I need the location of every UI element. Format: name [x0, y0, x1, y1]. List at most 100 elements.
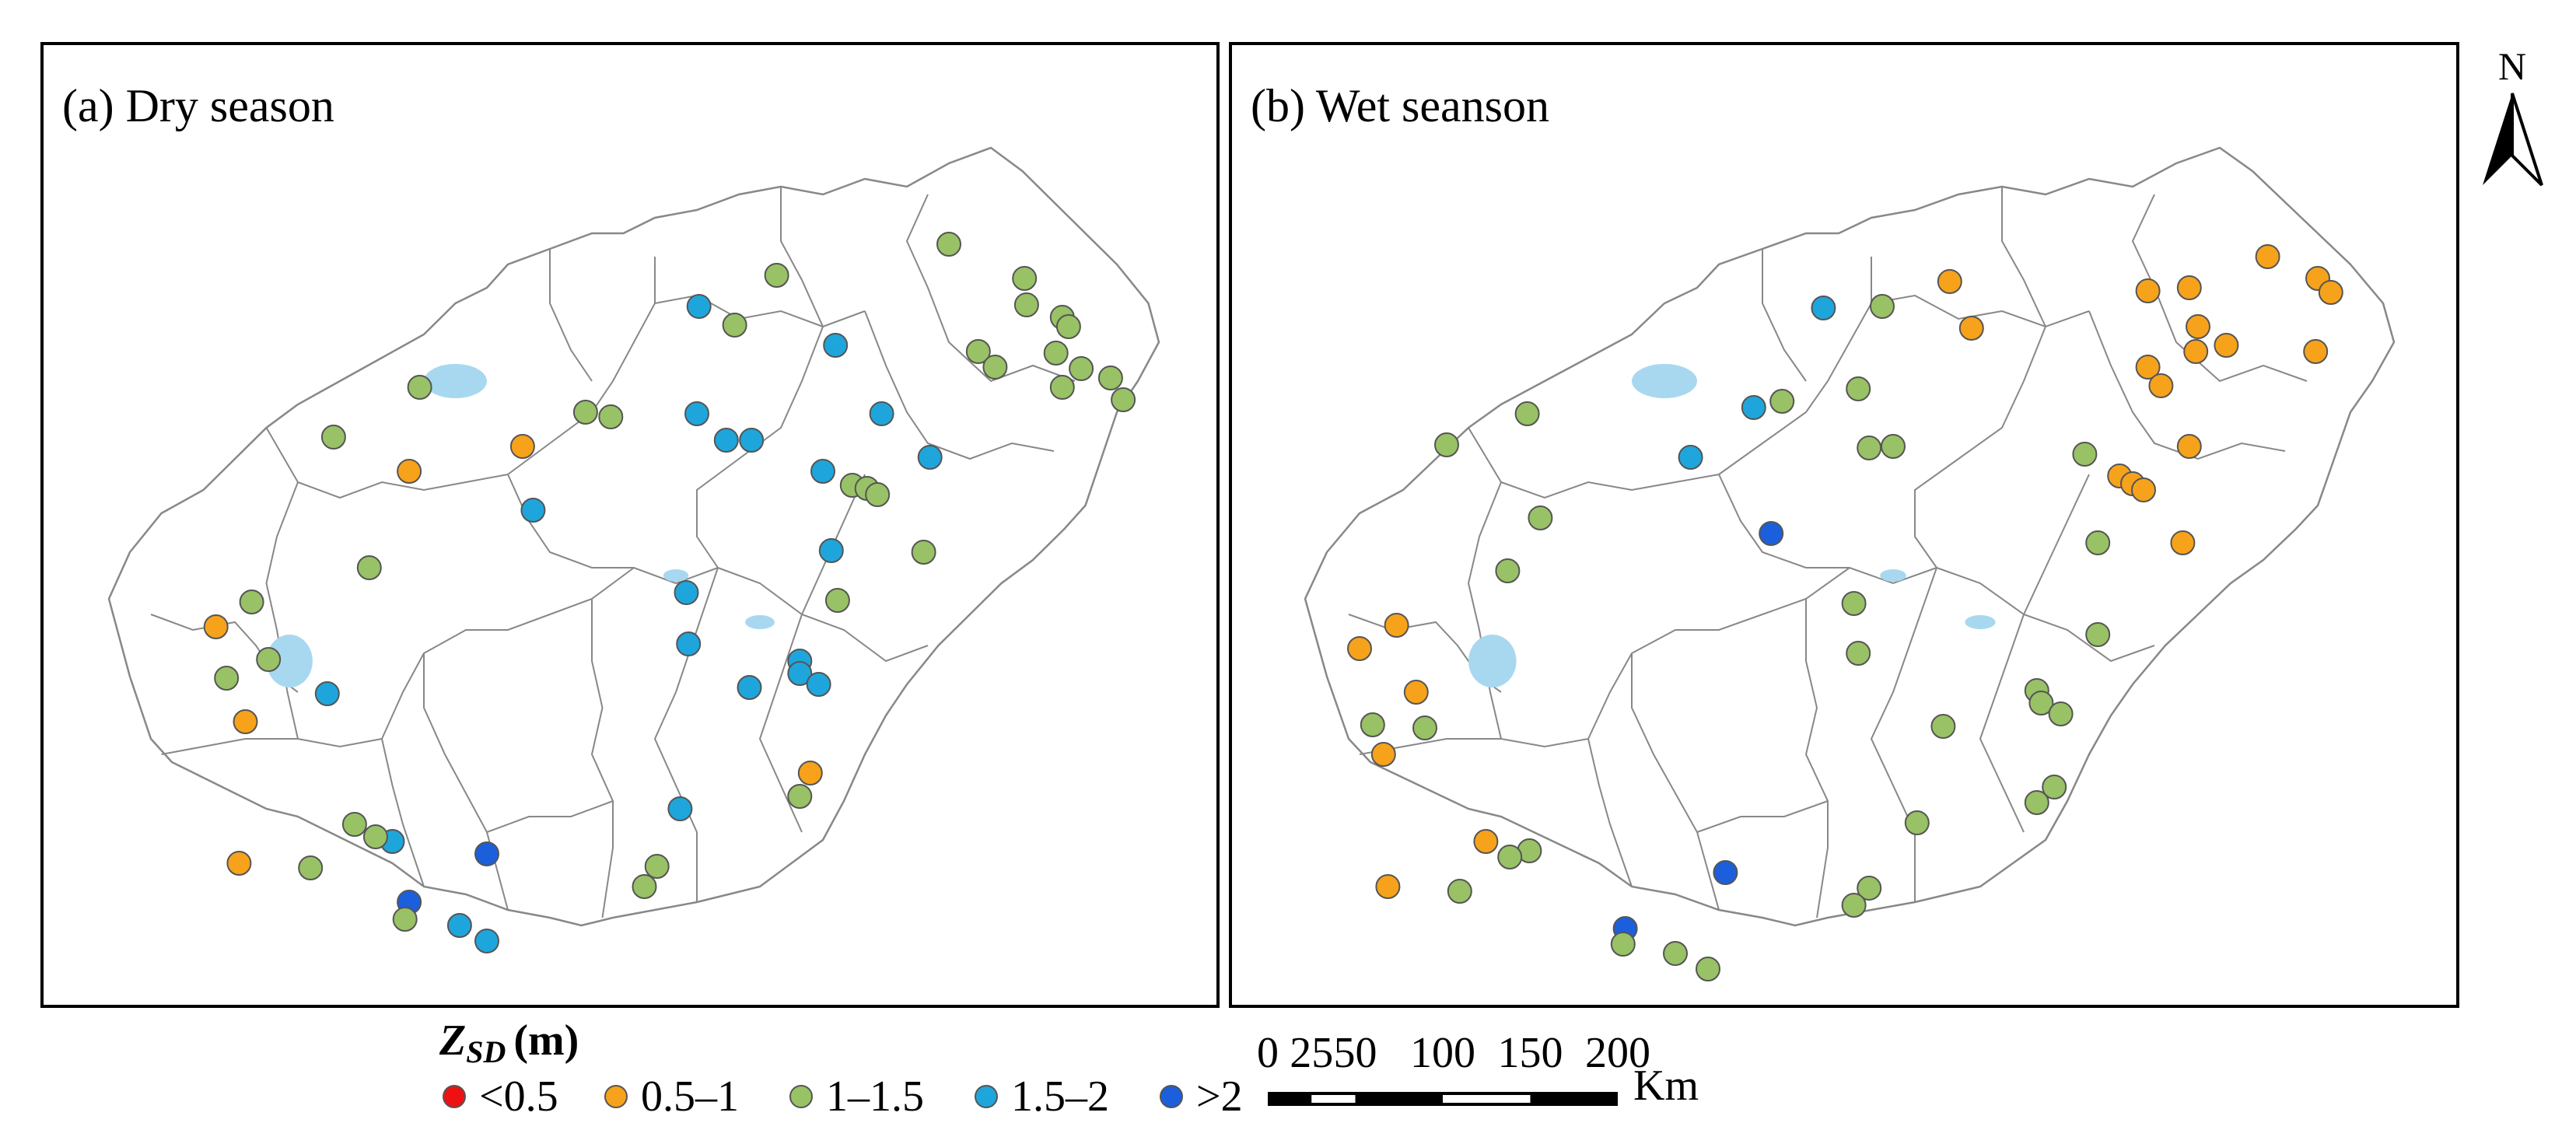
sampling-point: [1857, 876, 1882, 901]
sampling-point: [392, 907, 418, 932]
island-outline: [1304, 146, 2396, 927]
sampling-point: [1473, 829, 1499, 854]
legend-label: 1–1.5: [826, 1072, 924, 1121]
sampling-point: [572, 400, 598, 425]
legend-title-subscript: SD: [466, 1034, 506, 1069]
sampling-point: [1678, 445, 1703, 470]
county-boundary: [1804, 599, 1829, 918]
sampling-point: [233, 709, 258, 734]
county-boundary: [1871, 294, 2090, 328]
scale-bar-unit: Km: [1633, 1062, 1699, 1110]
sampling-point: [2176, 275, 2202, 300]
county-boundary: [381, 567, 635, 740]
island-outline: [107, 146, 1160, 927]
sampling-point: [1528, 506, 1553, 530]
north-arrow-left-half: [2483, 93, 2512, 185]
legend-label: 1.5–2: [1011, 1072, 1109, 1121]
sampling-point: [644, 854, 670, 879]
sampling-point: [2131, 478, 2156, 502]
sampling-point: [474, 929, 499, 953]
sampling-point: [1497, 845, 1523, 869]
sampling-point: [1857, 436, 1882, 460]
sampling-point: [407, 375, 432, 400]
sampling-point: [869, 401, 894, 426]
sampling-point: [1846, 376, 1871, 401]
sampling-point: [446, 913, 472, 938]
sampling-point: [1434, 432, 1459, 457]
scale-bar-tick-label: 0: [1257, 1029, 1279, 1077]
reservoir: [1468, 635, 1517, 687]
scale-bar-tick-label: 50: [1334, 1029, 1377, 1077]
county-boundary: [653, 567, 719, 902]
sampling-point: [1696, 957, 1720, 981]
sampling-point: [2176, 434, 2202, 459]
sampling-point: [2024, 790, 2049, 815]
sampling-point: [1370, 742, 1396, 767]
sampling-point: [676, 631, 702, 656]
sampling-point: [764, 263, 789, 288]
sampling-point: [936, 232, 961, 257]
sampling-point: [2028, 691, 2054, 715]
panel-wet-season-label: (b) Wet seanson: [1251, 80, 1549, 131]
sampling-point: [2214, 333, 2239, 358]
sampling-point: [1663, 941, 1688, 966]
county-boundary: [486, 800, 614, 833]
county-boundary: [1359, 738, 1589, 755]
sampling-point: [1069, 356, 1094, 381]
sampling-point: [2135, 278, 2161, 303]
sampling-point: [1930, 714, 1956, 739]
sampling-point: [356, 555, 382, 580]
county-boundary: [1914, 326, 2046, 569]
sampling-point: [509, 434, 535, 459]
sampling-point: [226, 851, 252, 876]
sampling-point: [1759, 521, 1784, 546]
reservoir: [424, 364, 487, 398]
sampling-point: [722, 313, 747, 338]
sampling-point: [2183, 339, 2209, 364]
county-boundary: [864, 310, 1055, 460]
dry-season-points: [203, 232, 1136, 953]
sampling-point: [1375, 874, 1401, 899]
sampling-point: [2170, 530, 2196, 555]
reservoir: [1965, 615, 1996, 629]
sampling-point: [1111, 387, 1136, 412]
sampling-point: [2072, 442, 2098, 467]
sampling-point: [1514, 401, 1540, 426]
sampling-point: [2303, 339, 2329, 364]
dry-season-map: [107, 146, 1160, 927]
sampling-point: [818, 538, 844, 563]
sampling-point: [1347, 636, 1372, 661]
county-boundary: [758, 614, 803, 833]
sampling-point: [1610, 932, 1636, 957]
sampling-point: [1870, 294, 1895, 319]
sampling-point: [810, 459, 835, 484]
sampling-point: [314, 681, 340, 706]
sampling-point: [2148, 373, 2174, 398]
panel-wet-season: (b) Wet seanson: [1229, 42, 2459, 1008]
county-boundary: [717, 567, 929, 663]
county-boundary: [1587, 567, 1850, 740]
sampling-point: [2186, 314, 2210, 339]
sampling-point: [1769, 389, 1795, 414]
sampling-point: [256, 647, 282, 672]
sampling-point: [2048, 701, 2074, 726]
sampling-point: [823, 333, 849, 358]
county-boundary: [1762, 249, 1807, 382]
reservoir: [1632, 364, 1697, 398]
county-boundary: [1936, 567, 2155, 663]
county-boundary: [1467, 481, 1502, 740]
north-arrow-label: N: [2498, 44, 2526, 88]
sampling-point: [1360, 712, 1385, 737]
county-boundary: [381, 738, 425, 887]
legend-label: >2: [1196, 1072, 1243, 1121]
sampling-point: [1403, 680, 1429, 705]
sampling-point: [320, 425, 346, 450]
sampling-point: [239, 589, 264, 614]
sampling-point: [824, 588, 850, 613]
sampling-point: [298, 855, 324, 880]
sampling-point: [1384, 613, 1409, 638]
sampling-point: [341, 812, 367, 837]
legend-title-symbol: Z: [439, 1016, 466, 1065]
sampling-point: [2042, 775, 2067, 799]
scale-bar-tick-label: 200: [1585, 1029, 1650, 1077]
